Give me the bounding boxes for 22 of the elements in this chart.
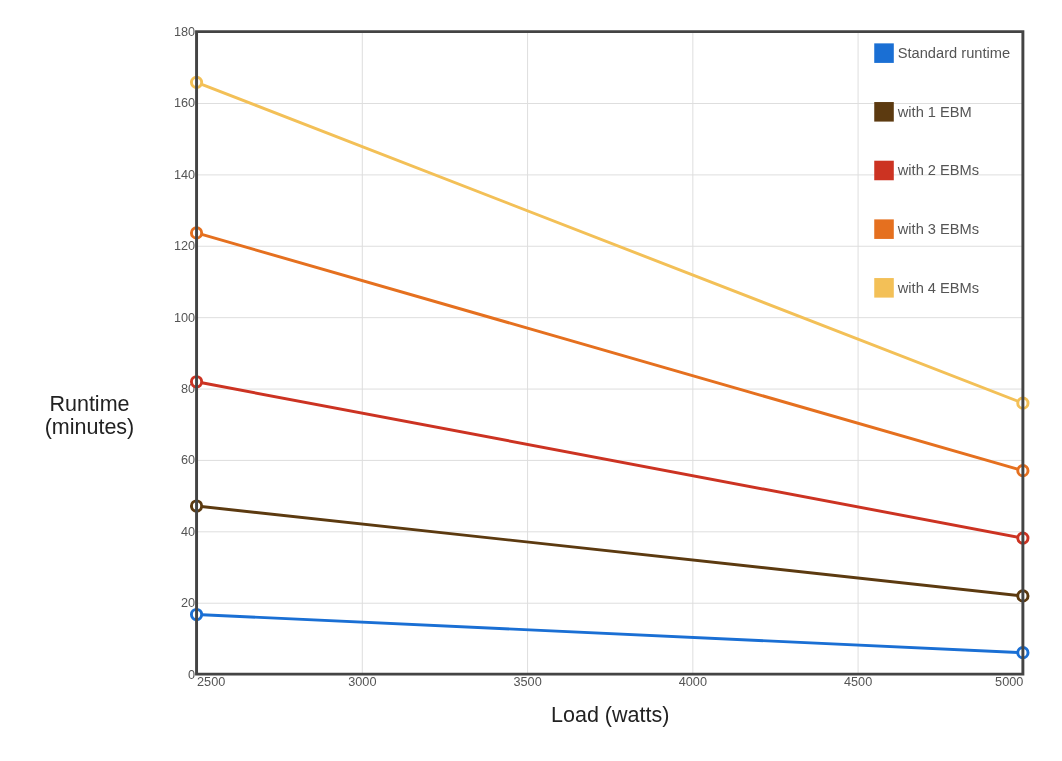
- y-tick-label: 160: [173, 95, 196, 111]
- legend-label: Standard runtime: [897, 45, 1011, 62]
- x-tick-label: 4500: [843, 674, 873, 690]
- x-tick-label: 4000: [678, 674, 707, 690]
- y-tick-label: 20: [180, 595, 196, 611]
- x-tick-label: 2500: [197, 674, 226, 690]
- legend-label: with 1 EBM: [896, 103, 972, 120]
- legend-label: with 4 EBMs: [896, 279, 980, 296]
- legend-label: with 3 EBMs: [896, 221, 980, 238]
- y-tick-label: 140: [173, 166, 196, 182]
- y-tick-label: 180: [173, 24, 196, 40]
- y-axis-title: Runtime (minutes): [44, 391, 135, 440]
- x-tick-label: 3500: [513, 674, 542, 690]
- y-tick-label: 60: [180, 452, 196, 468]
- x-tick-label: 3000: [348, 674, 377, 690]
- x-tick-label: 5000: [995, 674, 1024, 690]
- y-tick-label: 100: [173, 309, 196, 325]
- x-axis-title: Load (watts): [551, 702, 670, 727]
- legend-label: with 2 EBMs: [896, 162, 980, 179]
- y-tick-label: 0: [188, 666, 196, 682]
- y-tick-label: 40: [180, 523, 196, 539]
- y-tick-label: 120: [173, 238, 196, 254]
